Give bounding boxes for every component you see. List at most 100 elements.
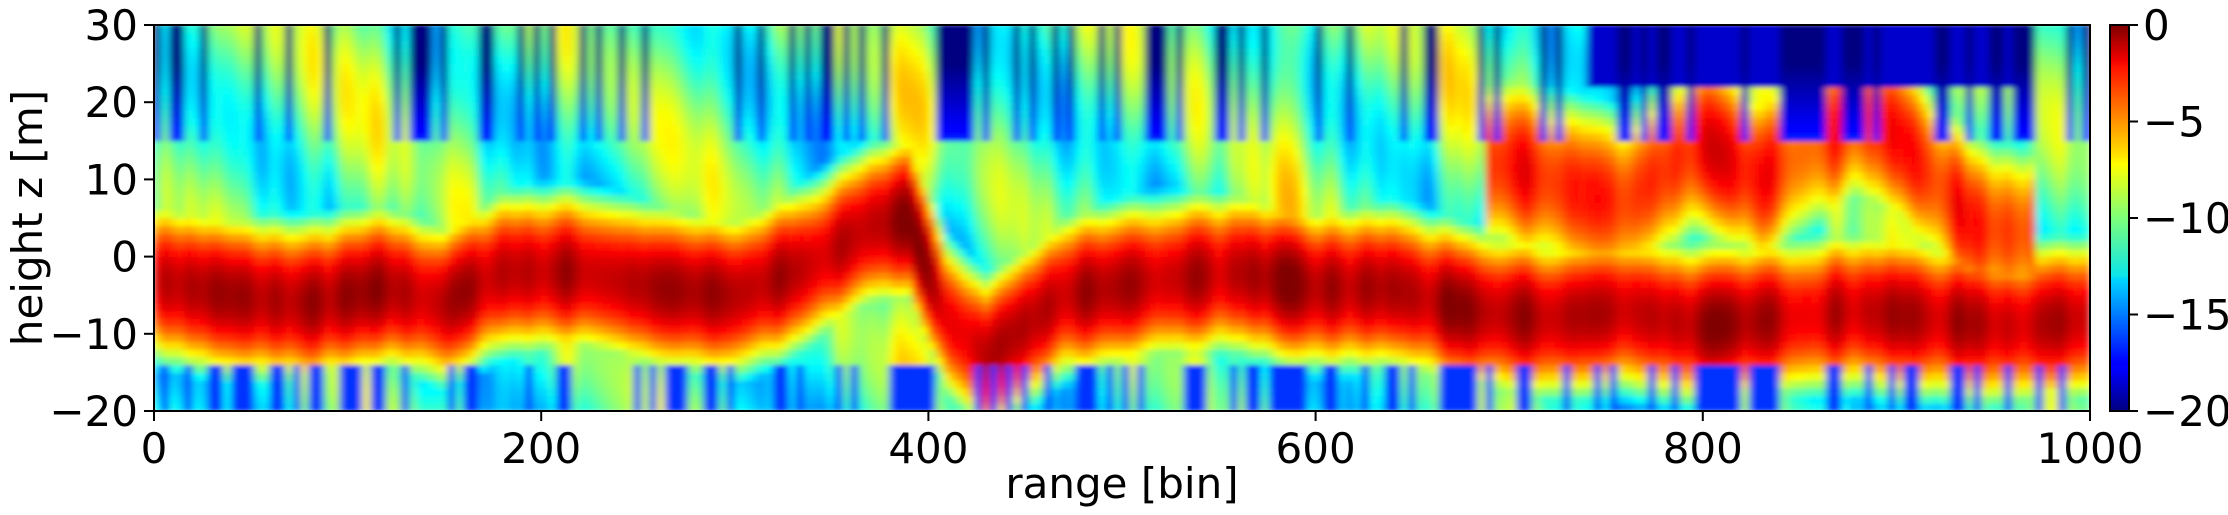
heatmap-cell [889,148,898,157]
heatmap-cell [672,86,682,95]
heatmap-cell [409,279,418,288]
heatmap-cell [656,294,666,304]
heatmap-cell [865,25,875,34]
heatmap-cell [223,240,232,250]
heatmap-cell [571,148,581,157]
heatmap-cell [711,379,720,389]
heatmap-cell [858,348,867,358]
heatmap-cell [409,256,418,265]
heatmap-cell [509,225,519,234]
heatmap-cell [819,225,829,234]
heatmap-cell [525,333,534,343]
heatmap-cell [625,78,635,88]
heatmap-cell [780,39,790,49]
heatmap-cell [656,348,666,358]
heatmap-cell [680,387,689,397]
heatmap-cell [525,70,534,80]
heatmap-cell [292,356,302,366]
heatmap-cell [804,178,813,188]
heatmap-cell [447,217,457,227]
heatmap-cell [501,25,511,34]
heatmap-cell [416,32,426,41]
heatmap-cell [858,186,867,196]
heatmap-cell [354,379,364,389]
heatmap-cell [478,310,488,319]
heatmap-cell [819,194,829,204]
heatmap-cell [254,348,263,358]
heatmap-cell [432,178,442,188]
heatmap-cell [285,186,294,196]
heatmap-cell [649,248,658,258]
heatmap-cell [780,240,790,250]
heatmap-cell [509,294,519,304]
heatmap-cell [850,225,860,234]
heatmap-cell [664,302,674,312]
heatmap-cell [378,286,387,296]
heatmap-cell [649,310,658,319]
heatmap-cell [726,356,736,366]
heatmap-cell [501,55,511,65]
heatmap-cell [300,317,310,327]
heatmap-cell [440,132,449,142]
heatmap-cell [192,178,201,188]
heatmap-cell [401,263,411,273]
heatmap-cell [842,109,852,119]
heatmap-cell [695,101,705,111]
heatmap-cell [509,279,519,288]
heatmap-cell [316,124,325,134]
heatmap-cell [602,63,612,72]
heatmap-cell [323,124,333,134]
heatmap-cell [726,140,736,150]
heatmap-cell [850,364,860,373]
heatmap-cell [161,232,170,242]
heatmap-cell [440,25,449,34]
heatmap-cell [246,140,256,150]
heatmap-cell [587,263,596,273]
heatmap-cell [494,194,503,204]
heatmap-cell [354,395,364,404]
heatmap-cell [773,232,782,242]
heatmap-cell [718,395,728,404]
heatmap-cell [804,202,813,211]
heatmap-cell [440,310,449,319]
heatmap-cell [594,25,604,34]
heatmap-cell [594,240,604,250]
heatmap-cell [494,286,503,296]
heatmap-cell [339,279,349,288]
heatmap-cell [215,39,225,49]
heatmap-cell [904,47,914,57]
heatmap-cell [656,240,666,250]
heatmap-cell [308,341,318,350]
heatmap-cell [765,387,775,397]
heatmap-cell [610,395,620,404]
heatmap-cell [447,402,457,411]
heatmap-cell [827,109,836,119]
heatmap-cell [587,371,596,381]
heatmap-cell [323,178,333,188]
heatmap-cell [161,70,170,80]
heatmap-cell [517,217,527,227]
heatmap-cell [207,379,217,389]
heatmap-cell [594,333,604,343]
heatmap-cell [579,225,589,234]
heatmap-cell [316,171,325,180]
heatmap-cell [292,317,302,327]
heatmap-cell [842,155,852,165]
heatmap-cell [486,63,496,72]
heatmap-cell [904,209,914,219]
heatmap-cell [331,341,341,350]
heatmap-cell [154,39,163,49]
heatmap-cell [424,202,434,211]
heatmap-cell [594,364,604,373]
heatmap-cell [192,325,201,335]
heatmap-cell [347,387,356,397]
heatmap-cell [672,217,682,227]
heatmap-cell [780,341,790,350]
heatmap-cell [347,70,356,80]
heatmap-cell [587,202,596,211]
heatmap-cell [401,78,411,88]
heatmap-cell [834,140,844,150]
heatmap-cell [525,302,534,312]
heatmap-cell [610,294,620,304]
heatmap-cell [695,25,705,34]
